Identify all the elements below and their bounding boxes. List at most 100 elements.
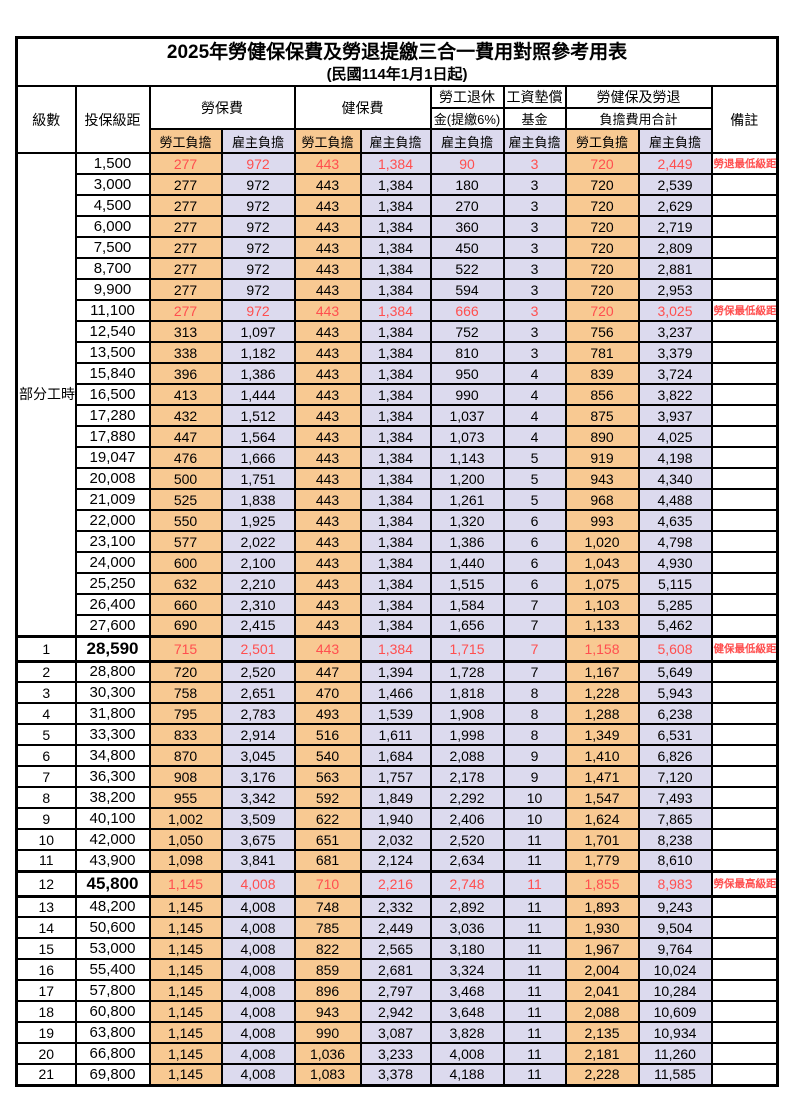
value-cell: 443	[293, 215, 362, 238]
value-cell: 2,520	[429, 828, 505, 851]
value-cell: 3,237	[637, 320, 713, 343]
note-cell	[710, 320, 779, 343]
value-cell: 600	[148, 551, 223, 574]
value-cell: 11	[502, 849, 567, 872]
value-cell: 277	[148, 215, 223, 238]
bracket-cell: 24,000	[74, 551, 151, 574]
value-cell: 443	[293, 362, 362, 385]
value-cell: 1,384	[359, 425, 432, 448]
value-cell: 4,930	[637, 551, 713, 574]
value-cell: 1,384	[359, 614, 432, 637]
value-cell: 443	[293, 593, 362, 616]
value-cell: 550	[148, 509, 223, 532]
note-cell	[710, 236, 779, 259]
value-cell: 1,158	[564, 634, 640, 663]
value-cell: 7	[502, 614, 567, 637]
note-cell	[710, 341, 779, 364]
value-cell: 1,440	[429, 551, 505, 574]
value-cell: 443	[293, 572, 362, 595]
value-cell: 3,841	[220, 849, 296, 872]
table-row: 16,500 413 1,444 443 1,384 990 4 856 3,822	[17, 383, 779, 406]
value-cell: 5,649	[637, 660, 713, 683]
value-cell: 890	[564, 425, 640, 448]
value-cell: 6	[502, 509, 567, 532]
level-cell: 8	[15, 786, 77, 809]
value-cell: 1,384	[359, 530, 432, 553]
table-row: 19 63,800 1,145 4,008 990 3,087 3,828 11 2,135 10…	[15, 1021, 779, 1044]
value-cell: 908	[148, 765, 223, 788]
value-cell: 3	[502, 215, 567, 238]
value-cell: 1,751	[220, 467, 296, 490]
value-cell: 180	[429, 173, 505, 196]
value-cell: 277	[148, 278, 223, 301]
value-cell: 795	[148, 702, 223, 725]
value-cell: 443	[293, 299, 362, 322]
bracket-cell: 45,800	[74, 869, 151, 898]
subheader-labor-employer: 雇主負擔	[220, 128, 296, 154]
value-cell: 443	[293, 341, 362, 364]
level-cell: 4	[15, 702, 77, 725]
level-cell: 6	[15, 744, 77, 767]
level-cell: 12	[15, 869, 77, 898]
table-row: 11,100 277 972 443 1,384 666 3 720 3,025 勞保最低級距	[17, 299, 779, 322]
bracket-cell: 25,250	[74, 572, 151, 595]
subheader-total-employer: 雇主負擔	[637, 128, 713, 154]
table-row: 25,250 632 2,210 443 1,384 1,515 6 1,075 5,115	[17, 572, 779, 595]
table-row: 部分工時 1,500 277 972 443 1,384 90 3 720 2,449 勞退最低級距	[15, 152, 779, 637]
table-row: 21,009 525 1,838 443 1,384 1,261 5 968 4,488	[17, 488, 779, 511]
table-row: 15 53,000 1,145 4,008 822 2,565 3,180 11 1,967 9,…	[15, 937, 779, 960]
value-cell: 993	[564, 509, 640, 532]
value-cell: 443	[293, 467, 362, 490]
value-cell: 4	[502, 383, 567, 406]
subheader-wage-fund-employer: 雇主負擔	[502, 128, 567, 154]
value-cell: 4,008	[220, 869, 296, 898]
value-cell: 2,565	[359, 937, 432, 960]
value-cell: 690	[148, 614, 223, 637]
value-cell: 4,008	[220, 895, 296, 918]
note-cell	[710, 173, 779, 196]
table-row: 17 57,800 1,145 4,008 896 2,797 3,468 11 2,041 10…	[15, 979, 779, 1002]
value-cell: 470	[293, 681, 362, 704]
table-row: 3,000 277 972 443 1,384 180 3 720 2,539	[17, 173, 779, 196]
value-cell: 11	[502, 1000, 567, 1023]
value-cell: 540	[293, 744, 362, 767]
value-cell: 839	[564, 362, 640, 385]
value-cell: 443	[293, 530, 362, 553]
value-cell: 11	[502, 916, 567, 939]
level-cell: 10	[15, 828, 77, 851]
subheader-health-employee: 勞工負擔	[293, 128, 362, 154]
value-cell: 592	[293, 786, 362, 809]
value-cell: 2,181	[564, 1042, 640, 1065]
value-cell: 833	[148, 723, 223, 746]
value-cell: 6,826	[637, 744, 713, 767]
value-cell: 6	[502, 530, 567, 553]
table-row: 4 31,800 795 2,783 493 1,539 1,908 8 1,288 6,238	[15, 702, 779, 725]
value-cell: 2,681	[359, 958, 432, 981]
header-total-line1: 勞健保及勞退	[564, 85, 713, 109]
value-cell: 3,378	[359, 1063, 432, 1086]
value-cell: 5,462	[637, 614, 713, 637]
value-cell: 1,145	[148, 895, 223, 918]
value-cell: 1,940	[359, 807, 432, 830]
value-cell: 781	[564, 341, 640, 364]
value-cell: 2,124	[359, 849, 432, 872]
bracket-cell: 57,800	[74, 979, 151, 1002]
value-cell: 4,008	[220, 958, 296, 981]
value-cell: 11	[502, 895, 567, 918]
bracket-cell: 20,008	[74, 467, 151, 490]
value-cell: 8,610	[637, 849, 713, 872]
value-cell: 2,634	[429, 849, 505, 872]
bracket-cell: 23,100	[74, 530, 151, 553]
value-cell: 1,384	[359, 404, 432, 427]
value-cell: 943	[293, 1000, 362, 1023]
value-cell: 1,384	[359, 362, 432, 385]
value-cell: 313	[148, 320, 223, 343]
value-cell: 443	[293, 278, 362, 301]
value-cell: 2,783	[220, 702, 296, 725]
note-cell	[710, 1063, 779, 1086]
value-cell: 5,943	[637, 681, 713, 704]
table-row: 7 36,300 908 3,176 563 1,757 2,178 9 1,471 7,120	[15, 765, 779, 788]
value-cell: 500	[148, 467, 223, 490]
value-cell: 577	[148, 530, 223, 553]
value-cell: 1,036	[293, 1042, 362, 1065]
